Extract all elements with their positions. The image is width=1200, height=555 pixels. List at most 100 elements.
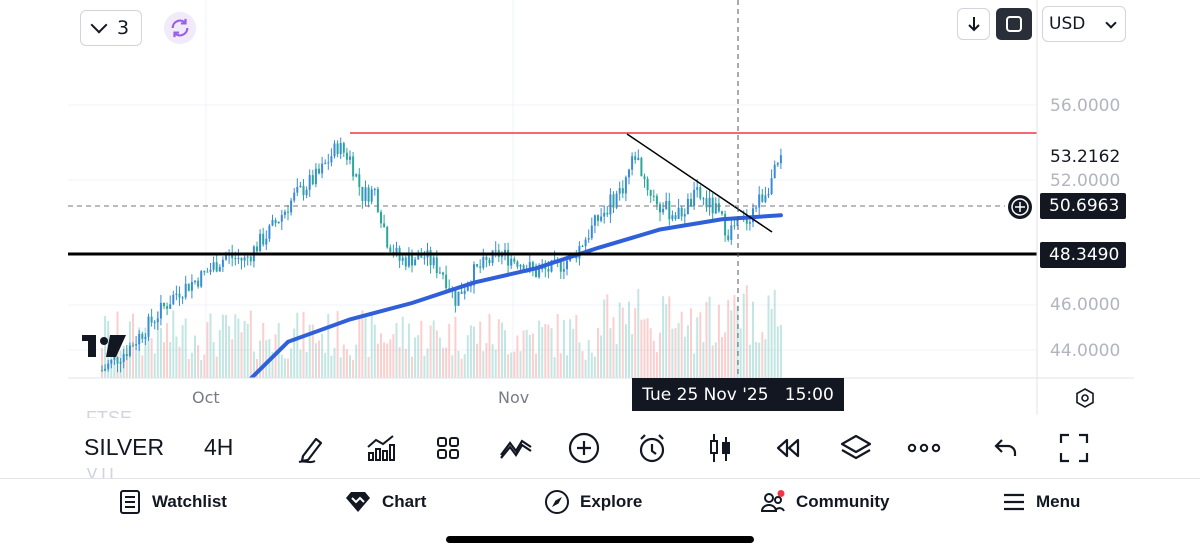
candle xyxy=(463,285,466,300)
layers-button[interactable] xyxy=(836,428,876,468)
candle xyxy=(473,261,475,294)
indicators-button[interactable] xyxy=(360,428,400,468)
fit-button[interactable] xyxy=(996,8,1032,40)
candle xyxy=(513,256,516,264)
candle xyxy=(649,189,652,203)
candle xyxy=(597,214,599,227)
fullscreen-button[interactable] xyxy=(1054,428,1094,468)
candle xyxy=(631,152,634,176)
nav-menu[interactable]: Menu xyxy=(1002,488,1080,516)
volume-bar xyxy=(311,324,314,378)
candle xyxy=(352,152,355,181)
candle xyxy=(101,365,103,372)
templates-button[interactable] xyxy=(428,428,468,468)
collapse-indicators-button[interactable]: 3 xyxy=(80,10,142,46)
candle xyxy=(259,229,262,252)
nav-menu-label: Menu xyxy=(1036,492,1081,511)
community-icon xyxy=(760,490,785,512)
templates-icon xyxy=(437,437,459,459)
volume-bar xyxy=(587,339,590,378)
volume-bar xyxy=(500,322,503,378)
replay-button[interactable] xyxy=(768,428,808,468)
volume-bar xyxy=(693,353,696,378)
tradingview-logo xyxy=(82,335,126,357)
candle xyxy=(535,263,537,278)
candle xyxy=(646,176,649,196)
volume-bar xyxy=(386,343,389,378)
symbol-name[interactable]: SILVER xyxy=(84,434,165,460)
volume-bar xyxy=(683,336,686,378)
nav-explore[interactable]: Explore xyxy=(544,488,642,516)
compare-icon xyxy=(500,439,532,459)
add-alert-button[interactable] xyxy=(1008,195,1032,219)
interval-button[interactable]: 4H xyxy=(204,434,234,460)
faded-symbol-below: VTI xyxy=(86,468,115,478)
alert-button[interactable] xyxy=(632,428,672,468)
volume-bar xyxy=(395,323,398,378)
current-price-label: 53.2162 xyxy=(1050,147,1121,167)
pen-icon xyxy=(298,437,323,464)
volume-bar xyxy=(758,342,761,378)
volume-bar xyxy=(156,311,159,378)
nav-chart[interactable]: Chart xyxy=(344,488,426,516)
volume-bar xyxy=(590,352,593,378)
volume-bar xyxy=(724,332,727,378)
volume-bar xyxy=(221,314,224,378)
candle xyxy=(345,147,348,165)
volume-bar xyxy=(677,322,680,378)
candle xyxy=(104,364,107,372)
nav-community-label: Community xyxy=(796,492,890,511)
candle xyxy=(339,137,342,160)
candle xyxy=(116,356,119,373)
volume-bar xyxy=(246,323,249,378)
compare-button[interactable] xyxy=(496,428,536,468)
volume-bar xyxy=(150,338,153,378)
candle xyxy=(516,260,519,270)
nav-watchlist[interactable]: Watchlist xyxy=(118,488,227,516)
volume-bar xyxy=(668,296,671,378)
volume-bar xyxy=(314,343,317,378)
faded-symbol-above: FTSE xyxy=(86,408,133,418)
volume-bar xyxy=(296,312,299,378)
chevron-down-icon xyxy=(90,16,108,34)
drawing-tool-button[interactable] xyxy=(292,428,332,468)
add-button[interactable] xyxy=(564,428,604,468)
candle xyxy=(438,266,441,274)
add-icon xyxy=(568,432,600,464)
refresh-icon xyxy=(171,18,189,38)
nav-divider xyxy=(0,478,1200,479)
candle xyxy=(407,247,410,269)
price-axis-label: 44.0000 xyxy=(1050,341,1121,361)
volume-bar xyxy=(643,319,646,378)
chart-settings-button[interactable] xyxy=(1072,385,1098,411)
volume-bar xyxy=(559,353,562,378)
volume-bar xyxy=(376,343,379,378)
volume-bars xyxy=(101,285,782,378)
volume-bar xyxy=(414,337,417,378)
volume-bar xyxy=(240,332,243,378)
candle xyxy=(693,181,696,211)
volume-bar xyxy=(504,330,506,378)
volume-bar xyxy=(172,310,175,378)
chart-type-button[interactable] xyxy=(700,428,740,468)
volume-bar xyxy=(686,325,689,378)
volume-bar xyxy=(321,333,324,378)
candle xyxy=(163,302,165,310)
volume-bar xyxy=(166,323,169,378)
price-chart[interactable] xyxy=(0,0,1200,480)
volume-bar xyxy=(469,325,472,378)
volume-bar xyxy=(218,329,221,378)
undo-button[interactable] xyxy=(986,428,1026,468)
candle xyxy=(330,148,333,167)
fullscreen-icon xyxy=(1059,433,1089,463)
volume-bar xyxy=(231,339,234,378)
currency-select[interactable]: USD xyxy=(1042,6,1126,42)
more-button[interactable] xyxy=(904,428,944,468)
nav-community[interactable]: Community xyxy=(760,488,890,516)
scroll-down-button[interactable] xyxy=(957,8,990,40)
candle xyxy=(479,259,482,274)
volume-bar xyxy=(572,328,575,378)
candle xyxy=(184,275,187,300)
chart-type-icon xyxy=(710,434,730,462)
refresh-button[interactable] xyxy=(164,12,196,44)
